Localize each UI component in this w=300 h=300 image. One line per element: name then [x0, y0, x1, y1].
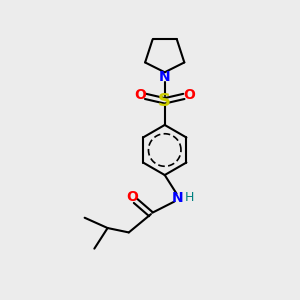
Text: S: S — [158, 92, 171, 110]
Text: N: N — [172, 191, 184, 205]
Text: O: O — [183, 88, 195, 102]
Text: O: O — [134, 88, 146, 102]
Text: O: O — [127, 190, 139, 204]
Text: H: H — [184, 191, 194, 204]
Text: N: N — [159, 70, 170, 84]
